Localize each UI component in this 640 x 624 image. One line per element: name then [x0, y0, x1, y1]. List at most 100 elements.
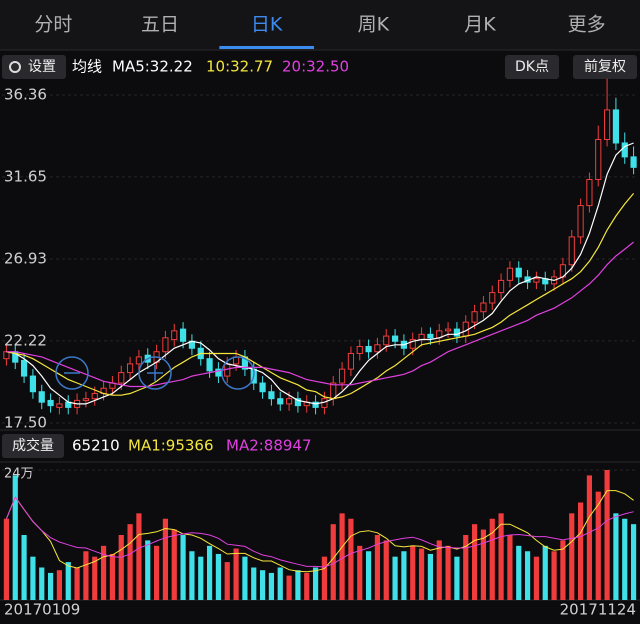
volume-bar	[83, 551, 89, 600]
volume-bar	[339, 513, 345, 600]
candle-body	[206, 358, 213, 372]
volume-button[interactable]: 成交量	[2, 434, 64, 458]
plot	[2, 78, 638, 600]
candle-body	[118, 372, 125, 384]
volume-bar	[171, 529, 177, 600]
candle-body	[603, 109, 611, 140]
volume-bar	[436, 540, 442, 600]
volume-value: 65210	[72, 437, 120, 455]
y-tick-label: 26.93	[4, 250, 47, 268]
candle-body	[533, 278, 540, 283]
candle-body	[3, 351, 10, 360]
ma10-label: 10:32.77	[206, 58, 273, 76]
candle-body	[391, 335, 399, 342]
volume-ma-line	[5, 496, 634, 568]
volume-bar	[489, 518, 495, 600]
volume-bar	[507, 535, 513, 600]
volume-bar	[560, 540, 566, 600]
dk-button[interactable]: DK点	[505, 55, 559, 79]
volume-bar	[3, 518, 10, 600]
volume-bar	[471, 524, 478, 600]
candle-body	[91, 392, 98, 400]
candle-body	[47, 399, 54, 407]
tab[interactable]: 月K	[464, 14, 496, 36]
zoom-circle	[55, 356, 89, 390]
candle-body	[515, 267, 522, 278]
button-bg	[505, 55, 559, 79]
volume-bar	[401, 551, 407, 600]
candle-body	[277, 398, 284, 405]
volume-bar	[595, 491, 601, 600]
y-tick-label: 36.36	[4, 85, 47, 103]
volume-bar	[622, 518, 628, 600]
candle-body	[20, 359, 28, 377]
ma-line	[6, 241, 634, 388]
zoom-out[interactable]	[55, 356, 89, 390]
volume-bar	[198, 556, 204, 600]
candle-body	[82, 398, 90, 401]
y-tick-label: 17.50	[4, 414, 47, 432]
candle-body	[621, 142, 628, 158]
candle-body	[374, 344, 381, 353]
tab[interactable]: 日K	[251, 14, 283, 36]
scroll-left[interactable]	[221, 356, 255, 390]
volume-bar	[418, 548, 425, 600]
volume-bar	[189, 551, 195, 600]
tab[interactable]: 五日	[141, 14, 179, 36]
volume-bar	[586, 475, 593, 600]
volume-bar	[321, 556, 328, 600]
volume-bar	[454, 556, 460, 600]
candle-body	[135, 356, 143, 365]
tab-indicator	[219, 46, 314, 49]
tab[interactable]: 周K	[358, 14, 390, 36]
volume-bar	[569, 513, 575, 600]
volume-bar	[480, 529, 487, 600]
volume-bar	[92, 556, 98, 600]
adjust-button[interactable]: 前复权	[573, 55, 637, 79]
candle-body	[259, 382, 266, 393]
volume-bar	[286, 575, 292, 600]
button-bg	[2, 434, 64, 458]
button-label: 前复权	[584, 58, 626, 75]
volume-bar	[56, 570, 63, 600]
volume-bar	[383, 540, 389, 600]
candle-body	[285, 398, 293, 405]
candle-body	[365, 346, 372, 353]
candle-body	[215, 368, 222, 377]
candle-body	[383, 335, 390, 346]
volume-bar	[498, 513, 504, 600]
tab[interactable]: 分时	[34, 14, 72, 36]
candle-body	[568, 236, 575, 266]
volume-bar	[242, 556, 248, 600]
volume-bar	[304, 572, 310, 600]
gear-icon	[9, 61, 21, 73]
volume-bar	[109, 553, 116, 600]
volume-bar	[251, 567, 257, 600]
candle-body	[409, 339, 416, 349]
zoom-circle	[138, 356, 172, 390]
zoom-in[interactable]	[138, 356, 172, 390]
volume-bar	[100, 545, 107, 600]
volume-bar	[65, 562, 71, 600]
candle-body	[29, 375, 37, 393]
volume-bar	[47, 572, 54, 600]
candle-body	[38, 391, 45, 403]
volume-bar	[577, 502, 584, 600]
candle-body	[630, 156, 637, 168]
vol-ma1: MA1:95366	[128, 437, 214, 455]
candle-body	[347, 352, 355, 370]
volume-bar	[233, 548, 239, 600]
y-tick-label: 31.65	[4, 167, 47, 185]
button-bg	[2, 55, 66, 79]
tab[interactable]: 更多	[568, 14, 606, 36]
candle-body	[126, 363, 134, 374]
volume-bar	[374, 535, 381, 600]
settings-button[interactable]: 设置	[2, 55, 66, 79]
button-bg	[573, 55, 637, 79]
volume-bar	[21, 535, 27, 600]
x-tick-label: 20171124	[560, 601, 636, 619]
volume-bar	[136, 513, 142, 600]
volume-ma-line	[5, 490, 634, 573]
candle-body	[489, 292, 496, 304]
